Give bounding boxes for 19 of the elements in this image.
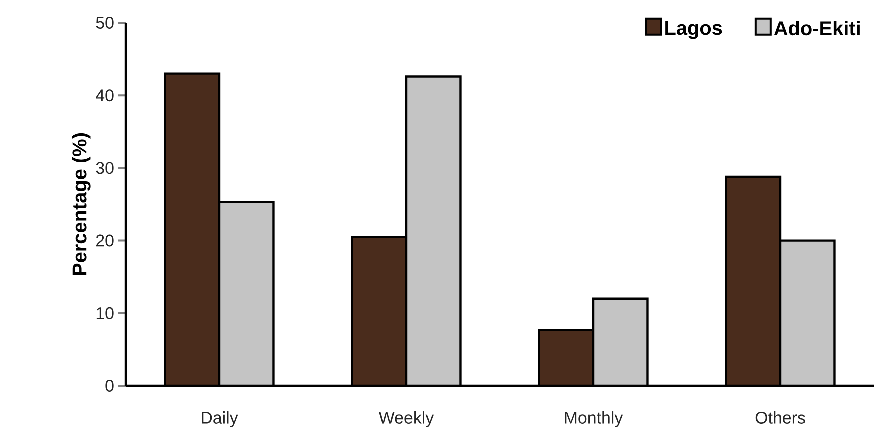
y-tick-label: 50 [96,17,114,29]
bar [539,330,594,386]
y-tick-label: 0 [106,380,114,392]
bar [220,202,274,386]
y-tick-label: 40 [96,90,114,102]
x-tick-label: Weekly [378,412,434,428]
bar [352,237,407,386]
y-tick-label: 20 [96,234,114,247]
y-tick-label: 10 [96,307,114,320]
x-tick-label: Monthly [565,412,624,428]
bar [406,76,461,386]
x-tick-label: Daily [202,412,238,428]
y-tick-label: 30 [96,162,114,174]
bar [165,74,220,386]
y-axis-title: Percentage (%) [72,134,91,276]
x-tick-label: Others [756,412,806,424]
legend-label: Lagos [666,21,722,40]
legend-label: Ado-Ekiti [774,20,860,36]
bar [594,298,648,386]
